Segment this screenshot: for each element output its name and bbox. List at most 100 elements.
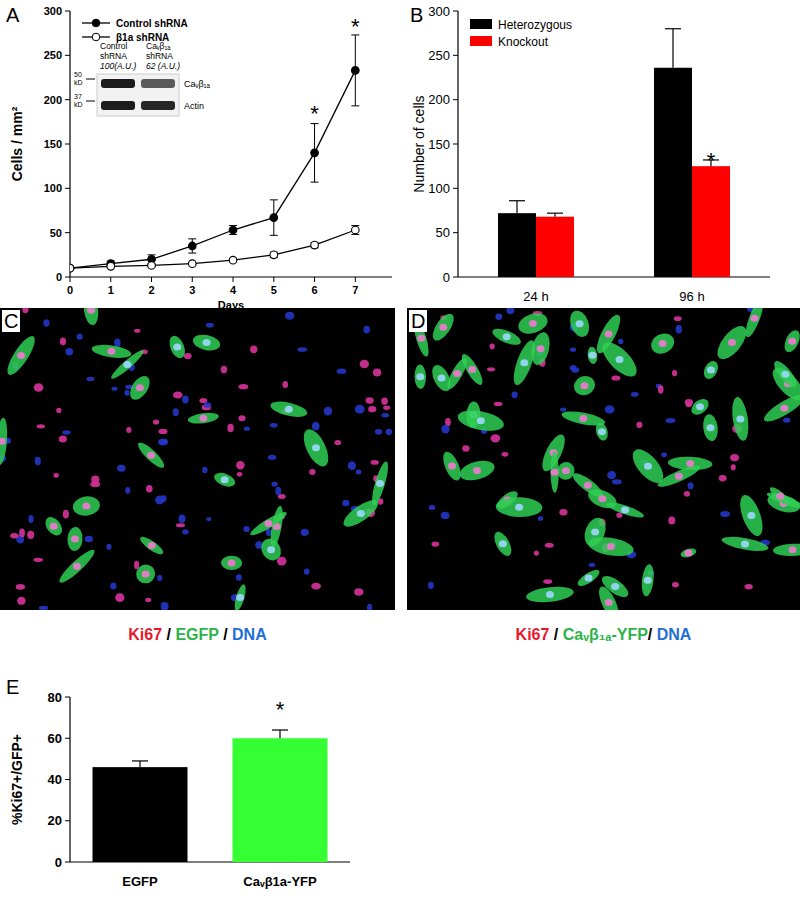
nucleus xyxy=(570,348,576,352)
y-tick xyxy=(453,277,458,278)
cell-body xyxy=(340,495,382,531)
cell-body xyxy=(191,332,221,353)
caption: Ki67 / EGFP / DNA xyxy=(128,626,267,643)
nucleus xyxy=(22,308,28,313)
cell-body xyxy=(3,333,39,379)
cell-nucleus xyxy=(438,375,446,382)
nucleus xyxy=(85,536,93,543)
nucleus xyxy=(158,429,167,434)
cell-body xyxy=(768,485,793,508)
cell-body xyxy=(456,407,506,434)
caption-part: / xyxy=(219,626,232,643)
blot-membrane xyxy=(97,74,179,116)
cell-nucleus xyxy=(73,563,81,570)
y-tick xyxy=(65,99,70,100)
x-tick-label: 0 xyxy=(67,284,73,296)
y-tick-label: 50 xyxy=(436,225,450,240)
y-tick-label: 300 xyxy=(44,5,62,17)
band-label: Actin xyxy=(184,101,204,111)
error-bar xyxy=(509,201,525,213)
cell-body xyxy=(457,457,496,484)
size-marker-tick xyxy=(86,79,95,80)
series-line xyxy=(70,70,355,268)
cell-body xyxy=(605,499,645,520)
cell-nucleus xyxy=(147,452,155,459)
nucleus xyxy=(33,558,43,562)
nucleus xyxy=(199,398,207,403)
lane-label: shRNA xyxy=(146,51,173,61)
cell-body xyxy=(765,491,800,515)
cell-nucleus xyxy=(376,480,384,487)
x-tick xyxy=(151,277,152,282)
cell-nucleus xyxy=(706,424,714,431)
y-tick xyxy=(453,99,458,100)
cell-body xyxy=(571,373,598,399)
nucleus xyxy=(368,406,376,412)
nucleus xyxy=(301,529,309,536)
cell-nucleus xyxy=(199,415,207,422)
nucleus xyxy=(745,584,753,589)
marker xyxy=(352,67,360,75)
cell-nucleus xyxy=(659,340,667,347)
cell-body xyxy=(712,321,752,364)
marker xyxy=(311,149,319,157)
y-axis-title: Cells / mm² xyxy=(9,106,25,181)
error-bar xyxy=(229,226,237,235)
cell-nucleus xyxy=(781,371,789,378)
cell-body xyxy=(126,372,153,403)
cell-nucleus xyxy=(265,520,273,527)
blot-band xyxy=(141,101,175,110)
caption-part: Ki67 xyxy=(128,626,162,643)
error-cap xyxy=(270,235,278,236)
cell-body xyxy=(429,310,458,344)
nucleus xyxy=(161,602,169,610)
nucleus xyxy=(605,405,615,413)
cell-body xyxy=(42,514,66,539)
cell-nucleus xyxy=(750,315,758,322)
cell-body xyxy=(212,470,237,489)
nucleus xyxy=(124,390,129,396)
y-tick-label: 150 xyxy=(428,137,450,152)
nucleus xyxy=(56,408,61,413)
nucleus xyxy=(87,377,95,381)
caption-part: / xyxy=(162,626,175,643)
error-bar xyxy=(351,35,359,106)
annotation: * xyxy=(276,697,285,722)
cell-nucleus xyxy=(589,352,597,359)
nucleus xyxy=(221,366,227,374)
cell-nucleus xyxy=(579,415,587,422)
error-cap xyxy=(509,200,525,201)
nucleus xyxy=(250,346,257,354)
cell-body xyxy=(458,351,486,387)
caption-part: / xyxy=(549,626,562,643)
nucleus xyxy=(173,408,179,416)
y-tick-label: 0 xyxy=(443,270,450,285)
band-label: Caᵥβ₁ₐ xyxy=(184,79,211,89)
y-tick xyxy=(453,232,458,233)
cell-nucleus xyxy=(776,493,784,500)
error-bar xyxy=(272,730,288,738)
cell-body xyxy=(221,556,243,571)
nucleus xyxy=(611,376,620,381)
cell-body xyxy=(702,413,720,442)
nucleus xyxy=(184,353,192,359)
x-tick-label: 6 xyxy=(311,284,317,296)
y-tick xyxy=(65,144,70,145)
cell-nucleus xyxy=(576,320,584,327)
cell-body xyxy=(56,546,98,586)
cell-nucleus xyxy=(644,463,652,470)
nucleus xyxy=(182,395,188,403)
nucleus xyxy=(487,367,495,371)
cell-nucleus xyxy=(611,583,619,590)
cell-nucleus xyxy=(87,308,95,314)
panel-label: B xyxy=(410,4,423,26)
cell-nucleus xyxy=(499,540,507,547)
marker xyxy=(70,264,74,272)
nucleus xyxy=(658,385,664,393)
nucleus xyxy=(145,598,151,602)
y-tick xyxy=(65,779,70,780)
size-marker-label: kD xyxy=(74,79,83,86)
cell-nucleus xyxy=(71,536,79,543)
bar xyxy=(692,166,730,277)
nucleus xyxy=(17,597,26,605)
